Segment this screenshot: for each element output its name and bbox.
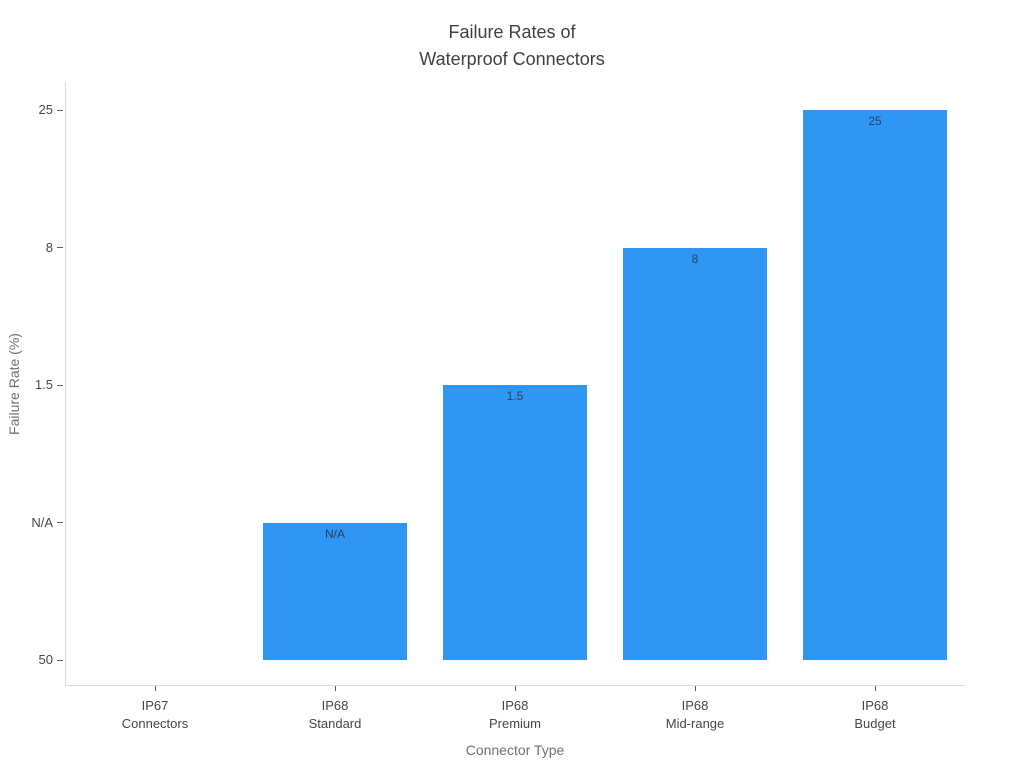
bar[interactable]: 8 bbox=[623, 247, 767, 660]
chart-title: Failure Rates of Waterproof Connectors bbox=[419, 22, 605, 69]
y-tick-label: N/A bbox=[31, 514, 53, 530]
x-tick-label: Budget bbox=[854, 716, 896, 731]
bar[interactable]: 25 bbox=[803, 110, 947, 660]
y-tick bbox=[57, 659, 63, 661]
y-tick-label: 8 bbox=[45, 239, 53, 255]
y-tick bbox=[57, 384, 63, 386]
x-tick-label: IP68 bbox=[861, 698, 889, 713]
y-axis-line bbox=[65, 82, 66, 685]
x-tick-label: IP68 bbox=[681, 698, 709, 713]
x-tick-label: Mid-range bbox=[665, 716, 725, 731]
y-tick bbox=[57, 522, 63, 523]
bar-label: N/A bbox=[324, 526, 345, 541]
x-tick-label: Connectors bbox=[121, 716, 189, 731]
x-tick bbox=[875, 686, 876, 691]
x-tick-label: IP68 bbox=[501, 698, 529, 713]
x-tick bbox=[335, 686, 336, 691]
y-tick-label: 50 bbox=[38, 652, 53, 667]
bar-label: 1.5 bbox=[506, 389, 524, 403]
x-axis-title: Connector Type bbox=[465, 742, 565, 758]
y-tick bbox=[57, 247, 63, 248]
x-tick bbox=[695, 686, 696, 691]
y-tick-label: 1.5 bbox=[34, 377, 53, 392]
x-tick-label: IP67 bbox=[141, 698, 169, 713]
y-tick-label: 25 bbox=[38, 102, 53, 117]
y-tick bbox=[57, 109, 63, 111]
bar[interactable]: N/A bbox=[263, 522, 407, 660]
x-tick bbox=[155, 686, 156, 691]
bar-label: 8 bbox=[691, 251, 699, 266]
x-tick bbox=[515, 686, 516, 691]
x-tick-label: IP68 bbox=[321, 698, 349, 713]
x-tick-label: Standard bbox=[308, 716, 362, 731]
bar[interactable]: 1.5 bbox=[443, 385, 587, 660]
bar-label: 25 bbox=[868, 114, 882, 128]
x-tick-label: Premium bbox=[488, 716, 541, 731]
x-axis-line bbox=[65, 685, 965, 686]
